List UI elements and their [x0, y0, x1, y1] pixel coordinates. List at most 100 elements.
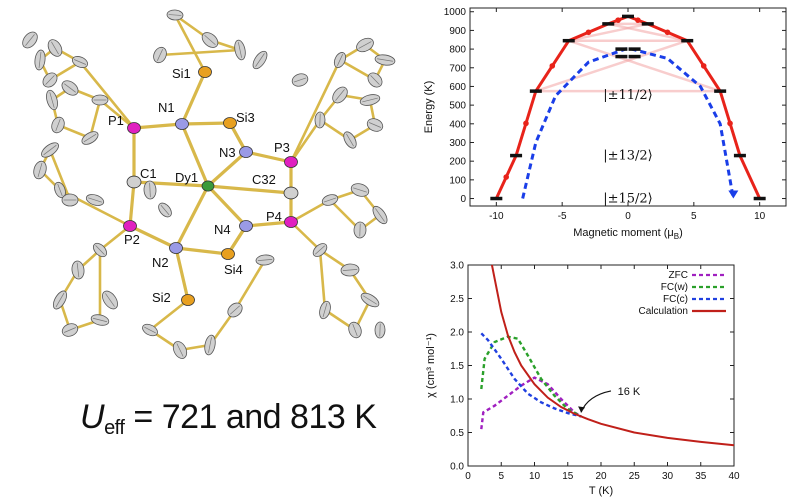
atom-p2: [123, 220, 137, 232]
x-axis-label-main: Magnetic moment (μ: [573, 227, 673, 239]
atom-p1: [127, 122, 141, 134]
atom-si3: [223, 117, 237, 129]
carbon-octant: [358, 41, 372, 49]
atom-n3: [239, 146, 253, 158]
y-tick-label: 2.5: [450, 294, 464, 305]
carbon-octant: [76, 262, 80, 278]
y-tick-label: 1000: [444, 7, 467, 18]
x-tick-label: 30: [662, 471, 674, 482]
y-tick-label: 1.5: [450, 361, 464, 372]
carbon-octant: [335, 89, 345, 101]
susceptibility-chart: 0 5 10 15 20 25 30 35 40 0.0 0.5 1.0 1.5 2.0 2.5 3.0 T (…: [425, 261, 740, 498]
x-tick-label: 35: [695, 471, 707, 482]
red-arrow-mark: [615, 17, 621, 23]
carbon-octant: [38, 52, 42, 68]
red-arrow-mark: [635, 17, 641, 23]
atom-label-si4: Si4: [224, 262, 243, 277]
carbon-octant: [49, 92, 55, 108]
carbon-octant: [208, 337, 212, 353]
carbon-octant: [149, 182, 151, 198]
y-tick-label: 300: [449, 138, 466, 149]
x-axis-label: T (K): [589, 485, 613, 497]
x-tick-label: 25: [629, 471, 641, 482]
y-tick-label: 800: [449, 45, 466, 56]
atom-label-n4: N4: [214, 222, 231, 237]
transition-line: [568, 22, 649, 42]
atom-c1: [126, 175, 142, 189]
atom-label-si1: Si1: [172, 66, 191, 81]
carbon-octant: [377, 58, 393, 62]
carbon-octant: [43, 144, 57, 156]
ueff-subscript: eff: [104, 417, 125, 439]
bond: [48, 148, 72, 202]
bond: [98, 98, 136, 130]
x-tick-label: 5: [691, 211, 697, 222]
y-tick-label: 700: [449, 63, 466, 74]
carbon-octant: [370, 75, 380, 85]
x-tick-label: -10: [489, 211, 504, 222]
x-tick-label: 0: [465, 471, 471, 482]
plot-frame: [469, 7, 787, 207]
series-zfc: [480, 376, 582, 430]
atom-si1: [198, 66, 212, 78]
y-tick-label: 0.0: [450, 462, 464, 473]
red-arrow-mark: [549, 63, 556, 69]
x-tick-label: 40: [728, 471, 740, 482]
bond: [289, 58, 342, 164]
carbon-octant: [55, 292, 65, 308]
y-tick-label: 0: [460, 194, 466, 205]
energy-chart: -10 -5 0 5 100100200300400500600700800900100…: [423, 7, 787, 241]
bond: [289, 118, 322, 164]
y-tick-label: 400: [449, 119, 466, 130]
bond: [174, 246, 190, 302]
carbon-octant: [144, 326, 156, 334]
x-axis-label-close: ): [679, 227, 683, 239]
bond: [244, 150, 293, 164]
arrowhead: [728, 190, 739, 199]
carbon-octant: [83, 133, 97, 143]
y-tick-label: 500: [449, 101, 466, 112]
x-tick-label: 15: [562, 471, 574, 482]
series-blue-dashed: [521, 46, 735, 199]
state-label: |±11/2⟩: [603, 88, 653, 103]
carbon-octant: [363, 295, 377, 305]
atom-n2: [169, 242, 183, 254]
legend-label: ZFC: [669, 270, 688, 281]
bond: [173, 13, 207, 74]
carbon-octant: [55, 118, 61, 132]
carbon-octant: [375, 208, 385, 222]
carbon-octant: [25, 34, 35, 46]
y-tick-label: 3.0: [450, 261, 464, 272]
atom-p3: [284, 156, 298, 168]
x-axis-label: Magnetic moment (μB): [573, 227, 683, 241]
carbon-octant: [73, 59, 87, 65]
transition-line: [607, 22, 688, 42]
y-axis-label: χ (cm³ mol⁻¹): [425, 333, 437, 398]
carbon-octant: [204, 35, 216, 45]
carbon-octant: [37, 162, 43, 178]
carbon-octant: [230, 305, 240, 315]
ueff-symbol: U: [80, 398, 105, 436]
carbon-octant: [322, 302, 328, 318]
atom-label-p1: P1: [108, 113, 124, 128]
carbon-octant: [63, 327, 77, 333]
bond: [128, 224, 178, 250]
atom-label-n1: N1: [158, 100, 175, 115]
carbon-octant: [255, 53, 265, 67]
atom-label-dy1: Dy1: [175, 170, 198, 185]
red-arrow-mark: [523, 120, 529, 127]
atom-c32: [283, 186, 299, 200]
bond: [158, 48, 242, 57]
red-arrow-mark: [585, 29, 592, 36]
red-arrow-mark: [700, 63, 707, 69]
atom-label-n3: N3: [219, 145, 236, 160]
legend-label: FC(c): [663, 294, 688, 305]
bond: [318, 249, 327, 311]
bond: [233, 258, 267, 312]
y-axis-label: Energy (K): [423, 81, 435, 134]
y-tick-label: 900: [449, 26, 466, 37]
carbon-octant: [176, 343, 184, 357]
carbon-octant: [95, 245, 105, 255]
bond: [206, 150, 248, 188]
y-tick-label: 2.0: [450, 328, 464, 339]
